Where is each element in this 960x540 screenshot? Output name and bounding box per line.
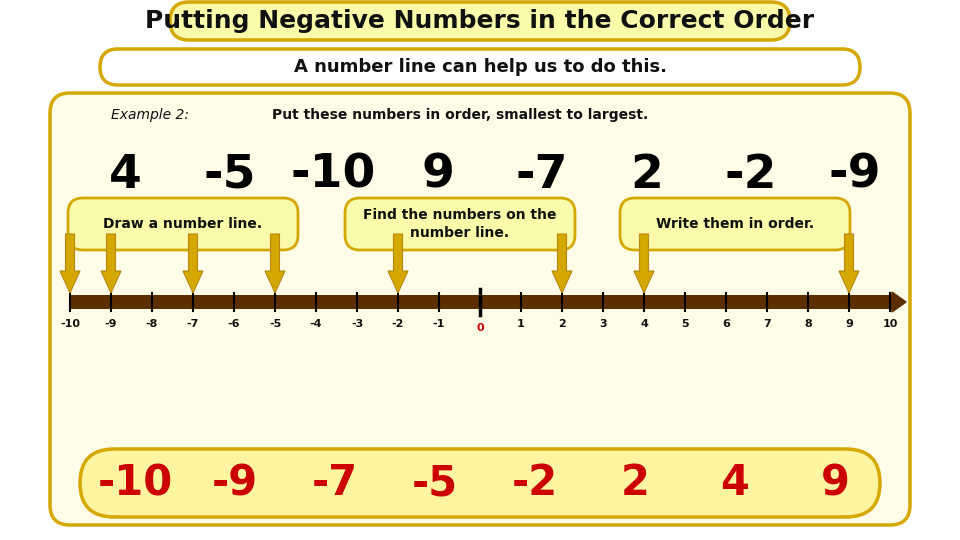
Polygon shape [839, 234, 859, 293]
Text: -9: -9 [828, 152, 881, 198]
Text: Draw a number line.: Draw a number line. [104, 217, 263, 231]
Polygon shape [101, 234, 121, 293]
Text: -6: -6 [228, 319, 240, 329]
Text: -9: -9 [212, 462, 258, 504]
Text: 4: 4 [721, 462, 750, 504]
FancyBboxPatch shape [345, 198, 575, 250]
Bar [70, 295, 890, 309]
Text: 5: 5 [682, 319, 689, 329]
Text: 2: 2 [630, 152, 662, 198]
FancyBboxPatch shape [68, 198, 298, 250]
Text: -4: -4 [310, 319, 323, 329]
Text: Putting Negative Numbers in the Correct Order: Putting Negative Numbers in the Correct … [145, 9, 815, 33]
Text: -10: -10 [97, 462, 173, 504]
FancyBboxPatch shape [620, 198, 850, 250]
Text: -2: -2 [725, 152, 777, 198]
Polygon shape [265, 234, 285, 293]
Text: -2: -2 [392, 319, 404, 329]
Text: -10: -10 [291, 152, 376, 198]
Text: 0: 0 [476, 323, 484, 333]
Text: 1: 1 [517, 319, 525, 329]
Text: 3: 3 [599, 319, 607, 329]
Text: 10: 10 [882, 319, 898, 329]
Text: 8: 8 [804, 319, 812, 329]
Text: 9: 9 [845, 319, 852, 329]
FancyArrow shape [890, 292, 906, 312]
Polygon shape [60, 234, 80, 293]
Text: Example 2:: Example 2: [111, 108, 189, 122]
Text: 4: 4 [640, 319, 648, 329]
FancyBboxPatch shape [100, 49, 860, 85]
Text: -7: -7 [187, 319, 199, 329]
FancyBboxPatch shape [80, 449, 880, 517]
Text: Write them in order.: Write them in order. [656, 217, 814, 231]
Text: -1: -1 [433, 319, 445, 329]
Text: 6: 6 [722, 319, 730, 329]
Text: 2: 2 [558, 319, 565, 329]
Text: -7: -7 [516, 152, 568, 198]
Text: -5: -5 [269, 319, 281, 329]
Text: A number line can help us to do this.: A number line can help us to do this. [294, 58, 666, 76]
Text: Find the numbers on the
number line.: Find the numbers on the number line. [363, 208, 557, 240]
Text: 7: 7 [763, 319, 771, 329]
Text: -10: -10 [60, 319, 80, 329]
Text: 9: 9 [421, 152, 454, 198]
FancyBboxPatch shape [50, 93, 910, 525]
Text: 9: 9 [821, 462, 850, 504]
Text: -7: -7 [312, 462, 358, 504]
Polygon shape [552, 234, 572, 293]
Text: -5: -5 [412, 462, 458, 504]
Text: -5: -5 [203, 152, 255, 198]
Polygon shape [634, 234, 654, 293]
Text: -2: -2 [512, 462, 558, 504]
FancyBboxPatch shape [170, 2, 790, 40]
Text: 2: 2 [620, 462, 649, 504]
Text: Put these numbers in order, smallest to largest.: Put these numbers in order, smallest to … [272, 108, 648, 122]
Text: -8: -8 [146, 319, 158, 329]
Polygon shape [388, 234, 408, 293]
Text: -3: -3 [350, 319, 363, 329]
Text: 4: 4 [108, 152, 141, 198]
Polygon shape [183, 234, 203, 293]
Text: -9: -9 [105, 319, 117, 329]
